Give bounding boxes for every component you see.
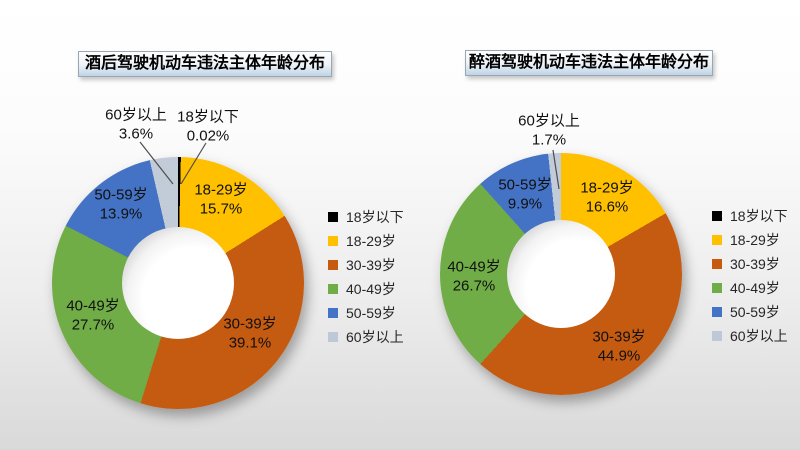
slice-label-name: 50-59岁 (498, 176, 552, 194)
donut-chart-drunk-driving (440, 153, 682, 395)
slice-label-value: 26.7% (452, 277, 496, 294)
legend-label: 40-49岁 (730, 280, 780, 296)
legend-label: 40-49岁 (346, 281, 396, 297)
legend-item-18-29: 18-29岁 (712, 228, 788, 252)
legend-label: 18-29岁 (346, 233, 396, 249)
chart-title-drunk-driving: 醉酒驾驶机动车违法主体年龄分布 (465, 50, 713, 76)
legend-label: 60岁以上 (346, 329, 404, 345)
legend-swatch-18-29 (712, 235, 722, 245)
slice-label-50-59: 50-59岁 13.9% (94, 186, 147, 224)
slice-label-name: 40-49岁 (447, 258, 501, 276)
legend-swatch-30-39 (712, 259, 722, 269)
legend-item-60plus: 60岁以上 (328, 325, 404, 349)
slice-label-30-39: 30-39岁 44.9% (592, 328, 645, 366)
slice-label-value: 15.7% (199, 200, 243, 217)
slice-label-value: 39.1% (228, 334, 272, 351)
slice-label-value: 9.9% (507, 195, 543, 212)
slice-label-value: 0.02% (186, 127, 230, 144)
slice-label-40-49: 40-49岁 26.7% (447, 258, 500, 296)
legend-swatch-50-59 (328, 308, 338, 318)
slice-label-name: 30-39岁 (592, 328, 646, 346)
legend-swatch-40-49 (328, 284, 338, 294)
slice-label-18-29: 18-29岁 15.7% (194, 181, 247, 219)
legend-item-60plus: 60岁以上 (712, 324, 788, 348)
legend-label: 18岁以下 (730, 208, 788, 224)
slice-label-value: 3.6% (118, 125, 154, 142)
legend-label: 30-39岁 (730, 256, 780, 272)
donut-hole (122, 227, 234, 339)
legend-swatch-50-59 (712, 307, 722, 317)
slice-label-name: 50-59岁 (94, 186, 148, 204)
chart-title-after-drinking: 酒后驾驶机动车违法主体年龄分布 (78, 51, 332, 77)
slice-label-name: 18岁以下 (177, 108, 239, 126)
slice-label-30-39: 30-39岁 39.1% (223, 315, 276, 353)
legend-item-under18: 18岁以下 (328, 205, 404, 229)
legend-swatch-40-49 (712, 283, 722, 293)
legend-item-18-29: 18-29岁 (328, 229, 404, 253)
legend-swatch-18-29 (328, 236, 338, 246)
legend-item-40-49: 40-49岁 (712, 276, 788, 300)
legend-left: 18岁以下 18-29岁 30-39岁 40-49岁 50-59岁 60岁以上 (328, 205, 404, 349)
slice-label-value: 27.7% (71, 316, 115, 333)
legend-label: 50-59岁 (730, 304, 780, 320)
slice-label-name: 30-39岁 (223, 315, 277, 333)
callout-label-60plus: 60岁以上 3.6% (105, 106, 167, 144)
donut-hole (507, 220, 615, 328)
slice-label-name: 60岁以上 (518, 112, 580, 130)
slice-label-value: 1.7% (531, 131, 567, 148)
slice-label-value: 13.9% (99, 205, 143, 222)
legend-label: 18岁以下 (346, 209, 404, 225)
slice-label-50-59: 50-59岁 9.9% (498, 176, 551, 214)
callout-label-60plus: 60岁以上 1.7% (518, 112, 580, 150)
legend-swatch-60plus (712, 331, 722, 341)
slice-label-value: 44.9% (597, 347, 641, 364)
legend-item-30-39: 30-39岁 (328, 253, 404, 277)
legend-label: 50-59岁 (346, 305, 396, 321)
legend-item-50-59: 50-59岁 (328, 301, 404, 325)
legend-label: 60岁以上 (730, 328, 788, 344)
legend-swatch-30-39 (328, 260, 338, 270)
legend-swatch-under18 (328, 212, 338, 222)
legend-item-40-49: 40-49岁 (328, 277, 404, 301)
legend-label: 30-39岁 (346, 257, 396, 273)
slice-label-40-49: 40-49岁 27.7% (66, 297, 119, 335)
legend-item-50-59: 50-59岁 (712, 300, 788, 324)
legend-item-30-39: 30-39岁 (712, 252, 788, 276)
legend-swatch-under18 (712, 211, 722, 221)
slice-label-value: 16.6% (585, 198, 629, 215)
legend-item-under18: 18岁以下 (712, 204, 788, 228)
slice-label-name: 60岁以上 (105, 106, 167, 124)
legend-label: 18-29岁 (730, 232, 780, 248)
callout-label-under18: 18岁以下 0.02% (177, 108, 239, 146)
legend-swatch-60plus (328, 332, 338, 342)
slice-label-name: 18-29岁 (194, 181, 248, 199)
donut-chart-after-drinking (52, 157, 304, 409)
slice-label-name: 40-49岁 (66, 297, 120, 315)
slice-label-name: 18-29岁 (580, 179, 634, 197)
slice-label-18-29: 18-29岁 16.6% (580, 179, 633, 217)
legend-right: 18岁以下 18-29岁 30-39岁 40-49岁 50-59岁 60岁以上 (712, 204, 788, 348)
